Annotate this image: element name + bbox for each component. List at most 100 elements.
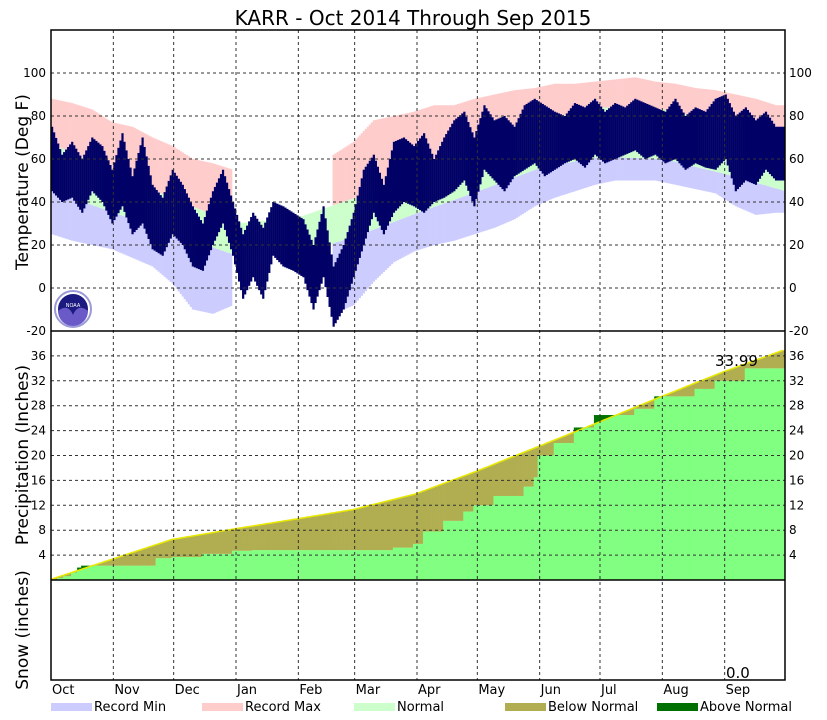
record-min-bar (728, 175, 732, 203)
record-max-bar (752, 98, 756, 132)
below-normal-bar (632, 408, 635, 416)
observed-temp-bar (547, 107, 550, 174)
above-normal-bar (595, 415, 599, 424)
temp-tick-label-left: 80 (31, 109, 46, 123)
record-max-bar (211, 163, 215, 215)
record-max-bar (61, 100, 64, 149)
record-min-bar (227, 252, 231, 307)
record-min-bar (135, 220, 138, 260)
record-max-bar (133, 127, 136, 182)
record-min-bar (360, 234, 363, 296)
below-normal-bar (539, 445, 542, 456)
record-max-bar (429, 106, 432, 163)
observed-precip-bar (459, 520, 462, 580)
record-min-bar (724, 174, 727, 200)
record-min-bar (475, 191, 478, 234)
observed-precip-bar (286, 550, 289, 580)
observed-precip-bar (624, 415, 627, 580)
observed-precip-bar (602, 415, 605, 580)
observed-precip-bar (662, 396, 665, 580)
below-normal-bar (553, 440, 557, 444)
record-min-bar (497, 183, 500, 227)
below-normal-bar (501, 461, 504, 496)
plot-frame (50, 29, 786, 681)
below-normal-bar (107, 560, 110, 566)
record-min-bar (597, 157, 601, 184)
observed-precip-bar (205, 553, 209, 580)
record-min-bar (758, 183, 762, 215)
observed-precip-bar (95, 565, 98, 580)
observed-precip-bar (246, 550, 249, 580)
record-max-bar (692, 87, 695, 116)
observed-precip-bar (77, 567, 80, 580)
observed-precip-bar (400, 547, 404, 580)
record-max-bar (608, 80, 611, 108)
precip-tick-label-right: 4 (789, 548, 797, 562)
observed-temp-bar (189, 202, 192, 263)
observed-precip-bar (527, 486, 530, 580)
observed-temp-bar (652, 106, 655, 156)
observed-temp-bar (581, 106, 585, 166)
below-normal-bar (177, 538, 181, 557)
observed-temp-bar (109, 165, 112, 220)
record-max-bar (630, 77, 633, 109)
below-normal-bar (366, 506, 370, 551)
observed-precip-bar (612, 415, 615, 580)
observed-precip-bar (254, 550, 257, 580)
below-normal-bar (336, 512, 339, 551)
record-min-bar (181, 237, 185, 297)
below-normal-bar (131, 552, 134, 566)
observed-precip-bar (117, 565, 120, 580)
record-max-bar (201, 161, 205, 211)
below-normal-bar (125, 554, 128, 566)
record-min-bar (145, 224, 148, 264)
observed-precip-bar (384, 550, 388, 580)
observed-precip-bar (252, 550, 255, 580)
record-min-bar (223, 251, 227, 309)
observed-temp-bar (571, 105, 575, 160)
record-max-bar (159, 140, 162, 194)
legend: Record Min Record Max Normal Below Normal Ab… (51, 700, 792, 715)
record-max-bar (157, 140, 160, 193)
record-max-bar (700, 88, 703, 118)
observed-precip-bar (242, 550, 245, 580)
below-normal-bar (666, 394, 669, 397)
record-max-bar (414, 111, 418, 169)
below-normal-bar (748, 362, 752, 369)
record-min-bar (380, 226, 384, 274)
record-min-bar (425, 209, 428, 248)
observed-precip-bar (666, 396, 669, 580)
record-max-bar (427, 107, 430, 164)
observed-temp-bar (724, 94, 727, 159)
observed-temp-bar (551, 110, 554, 172)
observed-precip-bar (360, 550, 363, 580)
observed-temp-bar (258, 221, 261, 291)
observed-temp-bar (738, 112, 741, 187)
observed-precip-bar (698, 388, 701, 580)
observed-precip-bar (680, 396, 683, 580)
observed-temp-bar (93, 139, 96, 194)
observed-temp-bar (433, 159, 436, 202)
record-min-bar (445, 202, 448, 243)
record-max-bar (660, 82, 663, 110)
observed-precip-bar (157, 558, 160, 580)
record-min-bar (744, 179, 748, 211)
below-normal-bar (119, 556, 122, 566)
below-normal-bar (559, 437, 563, 444)
above-normal-bar (81, 565, 84, 570)
precip-tick-label-left: 12 (31, 498, 46, 512)
observed-precip-bar (71, 572, 74, 580)
observed-temp-bar (658, 109, 661, 159)
below-normal-bar (338, 511, 341, 551)
observed-precip-bar (87, 565, 90, 580)
record-max-bar (433, 105, 436, 161)
observed-temp-bar (555, 112, 558, 169)
month-label: Oct (52, 683, 74, 698)
record-min-bar (650, 158, 653, 181)
below-normal-bar (565, 435, 569, 444)
observed-precip-bar (437, 531, 440, 580)
observed-precip-bar (706, 388, 709, 580)
record-min-bar (591, 158, 595, 186)
observed-precip-bar (523, 486, 526, 580)
observed-precip-bar (213, 553, 217, 580)
